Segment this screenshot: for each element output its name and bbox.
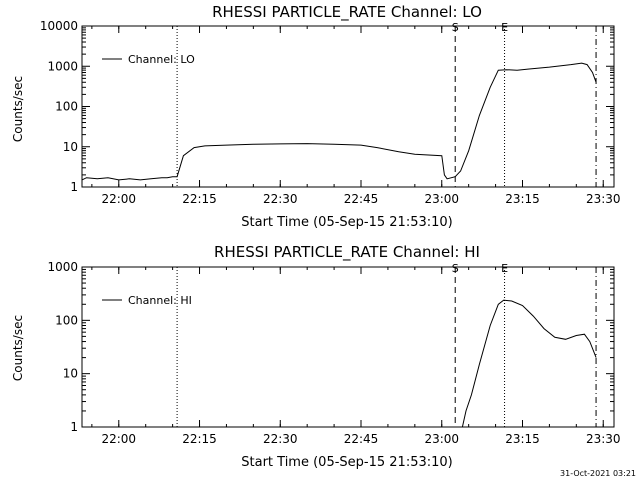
- x-axis-label: Start Time (05-Sep-15 21:53:10): [241, 215, 452, 230]
- x-tick-label: 22:15: [182, 432, 217, 446]
- x-tick-label: 23:15: [505, 432, 540, 446]
- plot-frame: [81, 25, 615, 188]
- x-axis-label: Start Time (05-Sep-15 21:53:10): [241, 455, 452, 470]
- x-tick-label: 23:15: [505, 192, 540, 206]
- legend-label: Channel: HI: [128, 294, 192, 307]
- x-tick-label: 22:30: [263, 192, 298, 206]
- marker-label: E: [501, 262, 508, 275]
- plot-frame: [81, 266, 615, 428]
- x-tick-label: 22:45: [344, 432, 379, 446]
- x-tick-label: 23:00: [424, 192, 459, 206]
- timestamp: 31-Oct-2021 03:21: [560, 469, 636, 478]
- y-tick-label: 1000: [47, 260, 78, 274]
- panel-hi: RHESSI PARTICLE_RATE Channel: HI Start T…: [11, 243, 621, 470]
- y-tick-label: 100: [55, 100, 78, 114]
- legend-label: Channel: LO: [128, 53, 195, 66]
- marker-label: S: [452, 21, 459, 34]
- series-line: [81, 62, 597, 181]
- x-tick-label: 23:30: [586, 192, 621, 206]
- x-tick-label: 23:00: [424, 432, 459, 446]
- title: RHESSI PARTICLE_RATE Channel: HI: [214, 243, 480, 262]
- x-tick-label: 22:15: [182, 192, 217, 206]
- marker-label: E: [501, 21, 508, 34]
- x-tick-label: 23:30: [586, 432, 621, 446]
- title: RHESSI PARTICLE_RATE Channel: LO: [212, 3, 482, 22]
- y-tick-label: 100: [55, 313, 78, 327]
- y-tick-label: 1000: [47, 59, 78, 73]
- x-tick-label: 22:00: [101, 192, 136, 206]
- y-axis-label: Counts/sec: [11, 76, 25, 142]
- y-axis-label: Counts/sec: [11, 315, 25, 381]
- panel-lo: RHESSI PARTICLE_RATE Channel: LO Start T…: [11, 3, 621, 230]
- x-tick-label: 22:30: [263, 432, 298, 446]
- x-tick-label: 22:00: [101, 432, 136, 446]
- series-line: [461, 299, 597, 428]
- y-tick-label: 1: [70, 180, 78, 194]
- y-tick-label: 10: [63, 367, 78, 381]
- y-tick-label: 10: [63, 140, 78, 154]
- marker-label: S: [452, 262, 459, 275]
- x-tick-label: 22:45: [344, 192, 379, 206]
- y-tick-label: 1: [70, 420, 78, 434]
- y-tick-label: 10000: [40, 19, 78, 33]
